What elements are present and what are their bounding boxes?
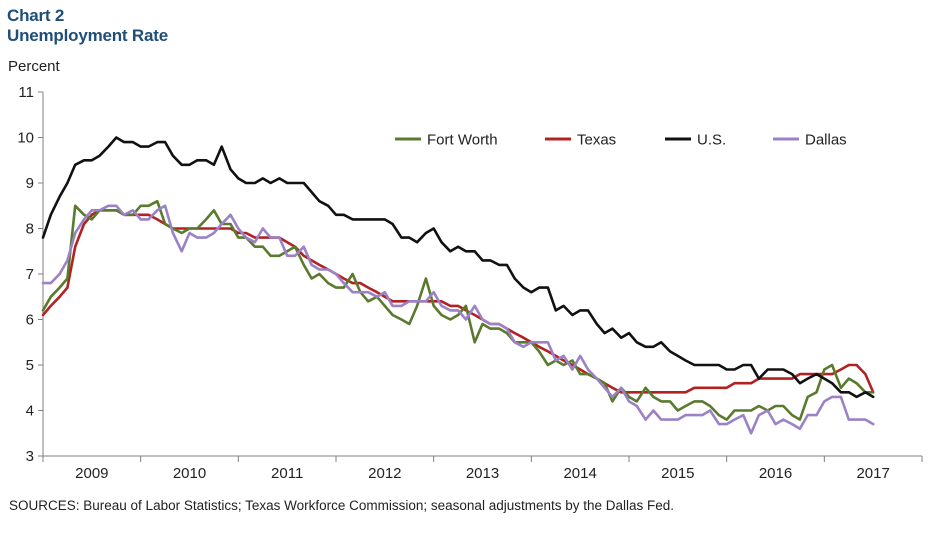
series-line-fort-worth [41, 199, 875, 421]
chart-title: Unemployment Rate [7, 26, 168, 45]
legend-label-texas: Texas [577, 132, 616, 149]
series-lines [41, 136, 875, 435]
axes: 3 4 5 6 7 8 9 10 11 2009 2010 2011 2012 2013 2014 2015 2… [17, 84, 923, 482]
y-tick-label: 8 [26, 221, 34, 238]
y-tick-label: 11 [18, 84, 34, 101]
x-tick-label: 2015 [661, 465, 694, 482]
series-line-texas [41, 209, 875, 394]
y-tick-label: 10 [17, 130, 34, 147]
y-tick-label: 5 [26, 357, 34, 374]
series-line-dallas [41, 204, 875, 435]
x-tick-label: 2010 [173, 465, 206, 482]
legend-label-fort-worth: Fort Worth [427, 132, 498, 149]
legend: Fort Worth Texas U.S. Dallas [395, 132, 847, 149]
x-tick-label: 2013 [466, 465, 499, 482]
y-axis-label: Percent [8, 58, 60, 75]
y-tick-label: 9 [26, 175, 34, 192]
y-tick-label: 6 [26, 312, 34, 329]
source-note: SOURCES: Bureau of Labor Statistics; Tex… [9, 498, 675, 513]
x-tick-label: 2009 [75, 465, 108, 482]
legend-label-dallas: Dallas [805, 132, 847, 149]
legend-label-u-s: U.S. [697, 132, 726, 149]
y-tick-label: 4 [26, 403, 34, 420]
x-tick-label: 2012 [368, 465, 401, 482]
chart-number: Chart 2 [7, 6, 65, 25]
y-tick-label: 7 [26, 266, 34, 283]
x-tick-label: 2017 [856, 465, 889, 482]
x-tick-label: 2011 [271, 465, 303, 482]
series-line-u-s [41, 136, 875, 399]
x-tick-label: 2014 [563, 465, 596, 482]
y-tick-label: 3 [26, 448, 34, 465]
x-tick-label: 2016 [759, 465, 792, 482]
